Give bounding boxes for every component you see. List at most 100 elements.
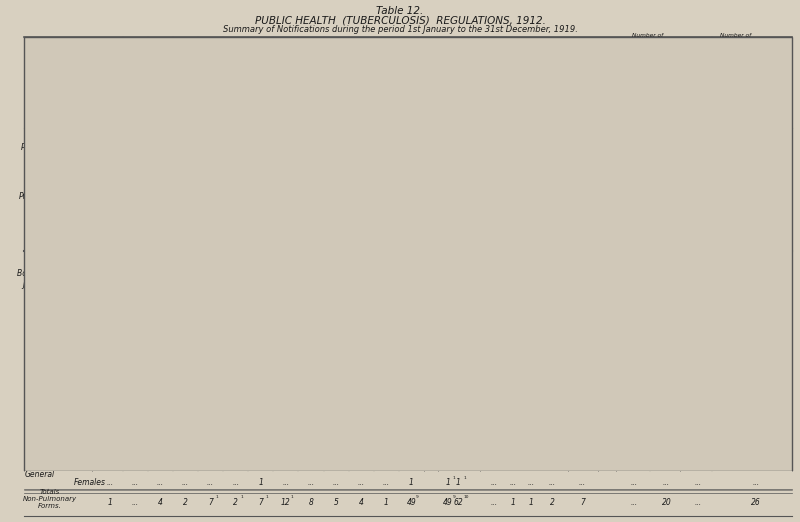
Text: ...: ...	[382, 306, 390, 315]
Text: 4: 4	[158, 498, 163, 507]
Text: Total
Notifications
(i.e. including
cases
previously
notified by
other Doctors.): Total Notifications (i.e. including case…	[429, 53, 467, 92]
Text: 12: 12	[406, 365, 416, 374]
Text: 1: 1	[165, 232, 168, 236]
Text: 3: 3	[283, 183, 288, 192]
Text: ...: ...	[382, 443, 390, 452]
Text: 1: 1	[266, 232, 268, 236]
Text: 4: 4	[456, 406, 461, 414]
Text: 2: 2	[133, 183, 138, 192]
Text: ...: ...	[307, 343, 314, 352]
Text: 15—20: 15—20	[223, 121, 248, 127]
Text: Females: Females	[74, 443, 106, 452]
Text: ...: ...	[358, 426, 365, 435]
Text: ...: ...	[132, 306, 139, 315]
Text: Females: Females	[74, 365, 106, 374]
Text: ...: ...	[132, 426, 139, 435]
Text: 2: 2	[463, 135, 466, 138]
Text: 8: 8	[772, 265, 777, 274]
Text: ...: ...	[445, 426, 451, 435]
Text: 2: 2	[409, 284, 414, 293]
Text: 14: 14	[761, 158, 766, 161]
Text: ...: ...	[106, 365, 114, 374]
Text: Totals
Non-Pulmonary
Forms.: Totals Non-Pulmonary Forms.	[22, 489, 77, 508]
Text: Poor-
Law
Institu-
tions.: Poor- Law Institu- tions.	[626, 56, 643, 79]
Text: 2: 2	[754, 265, 758, 274]
Text: 15: 15	[770, 206, 779, 215]
Text: ...: ...	[358, 443, 365, 452]
Text: 2: 2	[183, 498, 188, 507]
Text: ...: ...	[491, 306, 498, 315]
Text: ...: ...	[282, 306, 290, 315]
Text: 2: 2	[234, 498, 238, 507]
Text: ...: ...	[282, 443, 290, 452]
Text: ...: ...	[510, 462, 516, 471]
Text: 8: 8	[309, 498, 314, 507]
Text: ...: ...	[549, 265, 555, 274]
Text: ...: ...	[207, 323, 214, 331]
Text: 1: 1	[316, 232, 318, 236]
Text: 55—65: 55—65	[349, 121, 374, 127]
Text: ...: ...	[663, 406, 670, 414]
Text: ...: ...	[549, 323, 555, 331]
Text: 1: 1	[258, 284, 263, 293]
Text: ...: ...	[528, 306, 534, 315]
Text: 9: 9	[754, 183, 758, 192]
Text: ...: ...	[528, 160, 534, 169]
Text: 168: 168	[441, 235, 455, 244]
Text: ...: ...	[695, 387, 702, 396]
Text: Sana-
toria.: Sana- toria.	[729, 56, 743, 67]
Text: 20—25: 20—25	[248, 121, 274, 127]
Text: 4: 4	[456, 284, 461, 293]
Text: 66: 66	[443, 137, 453, 146]
Text: ...: ...	[382, 365, 390, 374]
Text: ...: ...	[258, 426, 264, 435]
Text: 9: 9	[409, 265, 414, 274]
Text: ...: ...	[258, 323, 264, 331]
Text: ...: ...	[491, 443, 498, 452]
Text: ...: ...	[182, 426, 189, 435]
Text: 2: 2	[463, 181, 466, 185]
Text: 121: 121	[659, 235, 674, 244]
Text: ...: ...	[549, 387, 555, 396]
Text: ...: ...	[182, 323, 189, 331]
Text: ...: ...	[695, 284, 702, 293]
Text: 2: 2	[550, 206, 554, 215]
Text: 4: 4	[446, 406, 450, 414]
Text: Females: Females	[74, 406, 106, 414]
Text: ...: ...	[528, 323, 534, 331]
Text: 1: 1	[754, 323, 758, 331]
Text: ...: ...	[631, 183, 638, 192]
Text: 19: 19	[281, 160, 290, 169]
Text: 1: 1	[463, 304, 466, 308]
Text: ...: ...	[631, 235, 638, 244]
Text: 1: 1	[241, 495, 243, 500]
Text: ...: ...	[232, 387, 239, 396]
Text: ...: ...	[695, 306, 702, 315]
Text: 1: 1	[290, 495, 294, 500]
Text: 1: 1	[463, 476, 466, 480]
Text: 1: 1	[309, 183, 314, 192]
Text: 4: 4	[158, 235, 163, 244]
Text: ...: ...	[695, 206, 702, 215]
Text: 8: 8	[772, 284, 777, 293]
Text: 1: 1	[409, 306, 414, 315]
Text: ...: ...	[333, 387, 340, 396]
Text: ...: ...	[695, 137, 702, 146]
Text: 1: 1	[453, 476, 455, 480]
Text: Males: Males	[78, 306, 101, 315]
Text: ...: ...	[333, 206, 340, 215]
Text: 4: 4	[580, 206, 585, 215]
Text: ...: ...	[157, 462, 164, 471]
Text: 68: 68	[454, 160, 463, 169]
Text: 1: 1	[241, 158, 243, 161]
Text: ...: ...	[307, 406, 314, 414]
Text: 28: 28	[454, 206, 463, 215]
Text: 6: 6	[258, 160, 263, 169]
Text: 22: 22	[281, 235, 290, 244]
Text: 4: 4	[158, 183, 163, 192]
Text: Females: Females	[74, 160, 106, 169]
Text: ...: ...	[510, 160, 516, 169]
Text: 10: 10	[463, 495, 469, 500]
Text: ...: ...	[333, 343, 340, 352]
Text: ...: ...	[631, 387, 638, 396]
